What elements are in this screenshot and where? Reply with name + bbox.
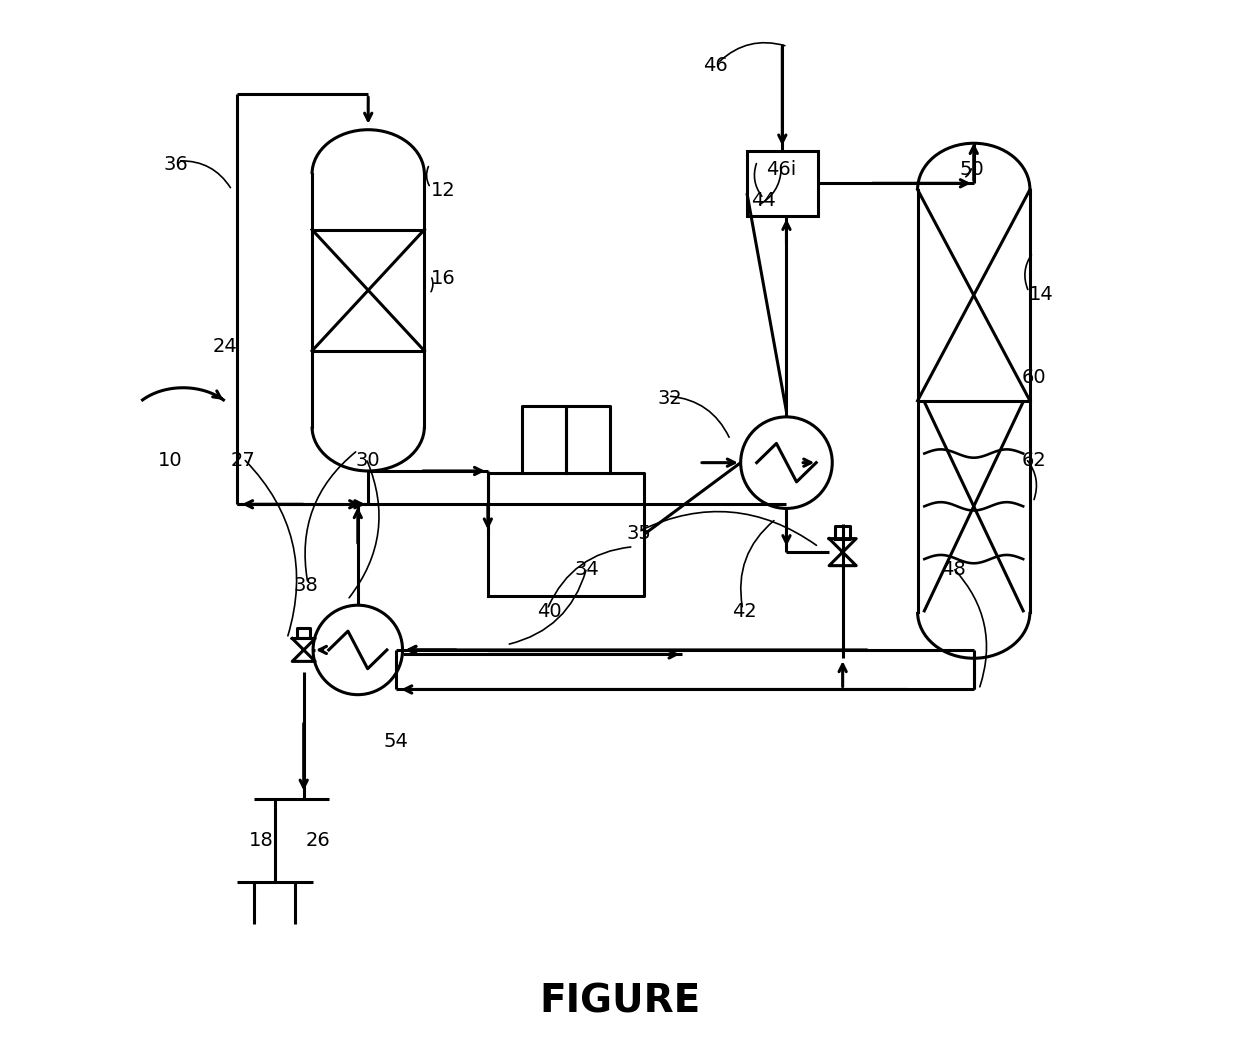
Text: 46: 46	[703, 55, 728, 74]
Text: 26: 26	[306, 831, 331, 849]
Text: 38: 38	[294, 576, 319, 595]
Text: 24: 24	[212, 337, 237, 356]
Text: 32: 32	[657, 389, 682, 408]
Text: 16: 16	[430, 269, 455, 288]
Text: 50: 50	[960, 160, 985, 179]
Text: 10: 10	[159, 451, 182, 470]
Text: 34: 34	[574, 561, 599, 579]
Text: 42: 42	[733, 601, 758, 621]
Text: 48: 48	[941, 561, 965, 579]
Text: 12: 12	[430, 181, 455, 200]
Text: 35: 35	[626, 524, 651, 543]
Text: 60: 60	[1022, 368, 1047, 387]
Text: FIGURE: FIGURE	[539, 982, 701, 1021]
Text: 46i: 46i	[766, 160, 796, 179]
Text: 36: 36	[164, 155, 188, 174]
Text: 18: 18	[249, 831, 274, 849]
Text: 40: 40	[537, 601, 562, 621]
Text: 14: 14	[1029, 285, 1054, 303]
Text: 62: 62	[1022, 451, 1047, 470]
Text: 44: 44	[751, 191, 776, 210]
Text: 54: 54	[384, 732, 409, 751]
Text: 30: 30	[356, 451, 381, 470]
Bar	[746, 151, 817, 217]
Text: 27: 27	[231, 451, 255, 470]
